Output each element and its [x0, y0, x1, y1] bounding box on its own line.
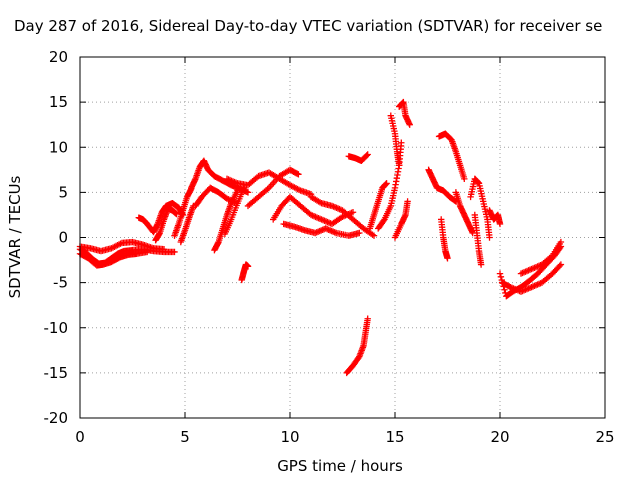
data-point: [370, 232, 378, 239]
data-point: [160, 246, 168, 253]
x-tick-label: 0: [75, 428, 85, 446]
x-tick-label: 15: [385, 428, 404, 446]
data-point: [496, 270, 504, 277]
data-point: [295, 171, 302, 178]
data-point: [380, 217, 387, 224]
x-tick-label: 20: [490, 428, 509, 446]
y-tick-label: 0: [58, 229, 68, 247]
y-tick-labels: 20 15 10 5 0 -5 -10 -15 -20: [44, 48, 69, 427]
data-point: [171, 248, 178, 256]
chart-title: Day 287 of 2016, Sidereal Day-to-day VTE…: [14, 17, 602, 35]
data-point: [404, 198, 411, 205]
data-points: [76, 98, 565, 377]
y-tick-label: 20: [49, 48, 68, 66]
data-point: [444, 255, 451, 262]
data-point: [363, 152, 370, 159]
y-tick-label: -20: [44, 409, 69, 427]
data-point: [396, 162, 403, 169]
x-tick-label: 5: [180, 428, 190, 446]
data-point: [556, 262, 563, 270]
data-point: [349, 209, 357, 216]
data-point: [557, 261, 565, 268]
axis-ticks: [79, 56, 606, 419]
data-point: [406, 121, 413, 128]
data-point: [477, 261, 485, 268]
data-point: [496, 220, 504, 228]
data-point: [557, 238, 565, 246]
y-tick-label: 10: [49, 138, 68, 156]
data-point: [486, 234, 493, 241]
data-point: [356, 229, 363, 237]
x-tick-label: 10: [280, 428, 299, 446]
x-tick-labels: 0 5 10 15 20 25: [75, 428, 614, 446]
data-point: [144, 248, 151, 256]
data-point: [244, 263, 252, 270]
y-tick-label: -15: [44, 364, 69, 382]
y-tick-label: 5: [58, 183, 68, 201]
x-axis-label: GPS time / hours: [277, 457, 403, 475]
y-tick-label: -5: [53, 274, 68, 292]
data-point: [364, 315, 371, 322]
data-point: [364, 151, 371, 158]
data-point: [501, 286, 508, 293]
data-point: [461, 175, 468, 183]
x-tick-label: 25: [595, 428, 614, 446]
data-point: [234, 187, 241, 194]
y-axis-label: SDTVAR / TECUs: [6, 175, 24, 298]
data-point: [497, 273, 505, 281]
y-tick-label: 15: [49, 93, 68, 111]
y-tick-label: -10: [44, 319, 69, 337]
data-point: [383, 180, 390, 187]
data-point: [244, 189, 252, 196]
data-point: [398, 139, 405, 146]
